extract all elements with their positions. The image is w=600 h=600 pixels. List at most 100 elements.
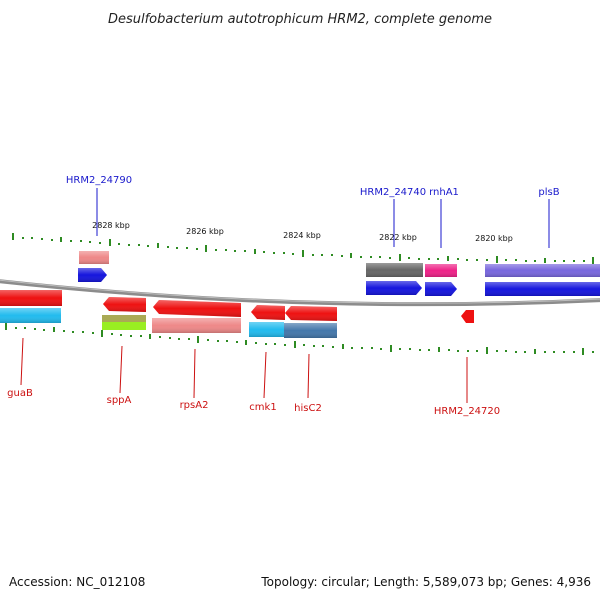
tick-mark (254, 249, 256, 254)
tick-mark (263, 251, 265, 253)
tick-mark (342, 344, 344, 349)
tick-mark (418, 258, 420, 260)
tick-mark (515, 259, 517, 261)
gene-block[interactable] (102, 315, 146, 322)
tick-mark (236, 341, 238, 343)
tick-mark (476, 350, 478, 352)
tick-mark (244, 250, 246, 252)
tick-mark (438, 347, 440, 352)
scale-labels: 2828 kbp 2826 kbp 2824 kbp 2822 kbp 2820… (92, 221, 513, 243)
tick-mark (12, 233, 14, 240)
tick-mark (592, 257, 594, 264)
tick-mark (274, 343, 276, 345)
tick-mark (582, 348, 584, 355)
tick-mark (303, 344, 305, 346)
tick-mark (255, 342, 257, 344)
tick-mark (89, 241, 91, 243)
tick-mark (496, 350, 498, 352)
gene-label-hisc2[interactable]: hisC2 (294, 403, 322, 414)
tick-mark (524, 351, 526, 353)
gene-arrow[interactable] (461, 310, 474, 323)
genome-backbone (0, 279, 600, 307)
tick-mark (534, 260, 536, 262)
tick-mark (101, 330, 103, 337)
tick-mark (120, 334, 122, 336)
tick-mark (292, 253, 294, 255)
tick-mark (437, 258, 439, 260)
tick-mark (109, 239, 111, 246)
tick-mark (178, 338, 180, 340)
tick-mark (24, 327, 26, 329)
tick-mark (496, 256, 498, 263)
tick-mark (313, 345, 315, 347)
tick-mark (31, 237, 33, 239)
tick-mark (217, 340, 219, 342)
tick-mark (467, 350, 469, 352)
tick-mark (92, 332, 94, 334)
tick-mark (371, 347, 373, 349)
tick-mark (15, 327, 17, 329)
tick-mark (332, 346, 334, 348)
tick-mark (302, 250, 304, 257)
tick-mark (207, 339, 209, 341)
tick-mark (544, 258, 546, 263)
gene-label-rnha1[interactable]: rnhA1 (429, 187, 459, 198)
bottom-gene-labels: guaB sppA rpsA2 cmk1 hisC2 HRM2_24720 (7, 388, 500, 417)
map-title: Desulfobacterium autotrophicum HRM2, com… (108, 12, 492, 27)
reverse-strand-outer (0, 308, 337, 338)
tick-mark (554, 260, 556, 262)
gene-label-cmk1[interactable]: cmk1 (249, 402, 276, 413)
gene-label-sppa[interactable]: sppA (107, 395, 132, 406)
tick-mark (399, 254, 401, 261)
gene-label-hrm2-24790[interactable]: HRM2_24790 (66, 175, 132, 186)
gene-label-guab[interactable]: guaB (7, 388, 33, 399)
tick-mark (486, 259, 488, 261)
tick-mark (476, 259, 478, 261)
tick-mark (583, 260, 585, 262)
tick-mark (99, 242, 101, 244)
tick-mark (169, 337, 171, 339)
gene-label-hrm2-24740[interactable]: HRM2_24740 (360, 187, 426, 198)
tick-mark (379, 256, 381, 258)
scale-label-2828: 2828 kbp (92, 221, 130, 230)
tick-mark (205, 245, 207, 252)
tick-mark (457, 350, 459, 352)
tick-mark (563, 351, 565, 353)
tick-mark (525, 260, 527, 262)
tick-mark (43, 329, 45, 331)
tick-mark (408, 257, 410, 259)
tick-mark (176, 247, 178, 249)
tick-mark (265, 343, 267, 345)
tick-mark (563, 260, 565, 262)
gene-label-hrm2-24720[interactable]: HRM2_24720 (434, 406, 500, 417)
tick-mark (428, 258, 430, 260)
tick-mark (466, 259, 468, 261)
tick-mark (360, 256, 362, 258)
tick-mark (273, 252, 275, 254)
tick-mark (167, 246, 169, 248)
top-label-leaders (96, 188, 550, 248)
tick-marks (5, 233, 594, 355)
tick-mark (419, 349, 421, 351)
tick-mark (573, 351, 575, 353)
tick-mark (72, 331, 74, 333)
tick-mark (409, 348, 411, 350)
tick-mark (390, 345, 392, 352)
tick-mark (22, 237, 24, 239)
tick-mark (118, 243, 120, 245)
gene-block[interactable] (102, 322, 146, 330)
accession-text: Accession: NC_012108 (9, 575, 145, 589)
tick-mark (322, 345, 324, 347)
tick-mark (80, 240, 82, 242)
gene-label-plsb[interactable]: plsB (538, 187, 559, 198)
gene-label-rpsa2[interactable]: rpsA2 (180, 400, 209, 411)
tick-mark (149, 334, 151, 339)
tick-mark (573, 260, 575, 262)
tick-mark (130, 335, 132, 337)
tick-mark (553, 351, 555, 353)
tick-mark (515, 351, 517, 353)
tick-mark (544, 351, 546, 353)
tick-mark (188, 338, 190, 340)
tick-mark (350, 253, 352, 258)
